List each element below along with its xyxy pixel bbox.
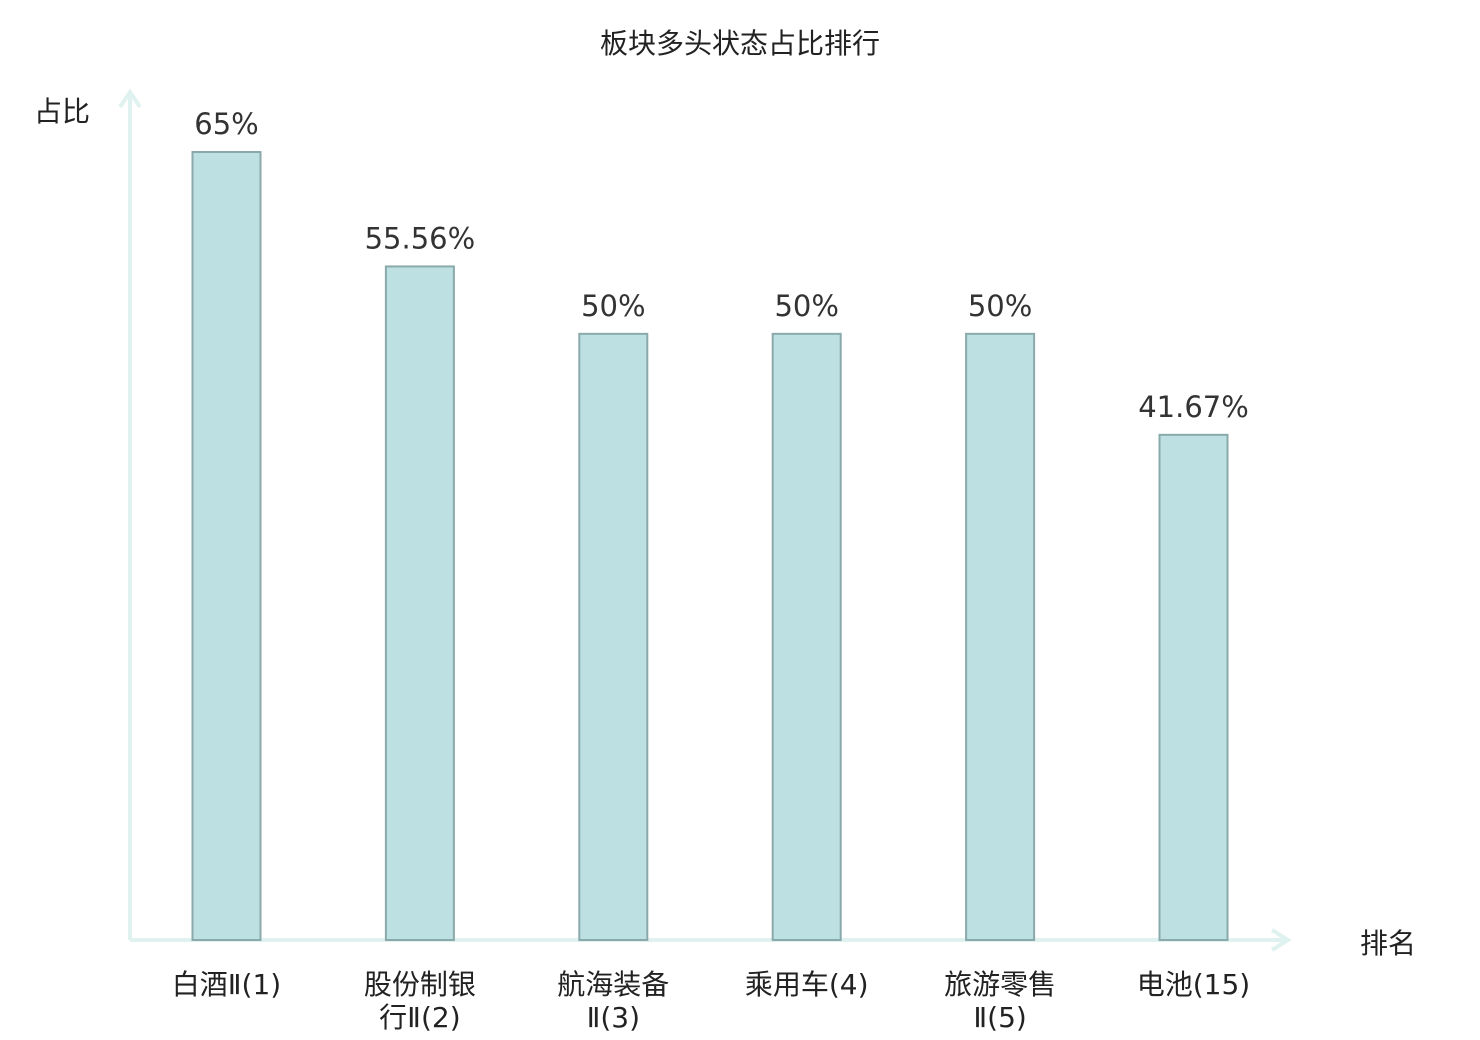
x-axis-arrow xyxy=(1270,928,1292,952)
bar xyxy=(771,332,842,942)
x-tick-label: 电池(15) xyxy=(1137,968,1250,1001)
bar-value-label: 65% xyxy=(194,107,258,141)
x-axis-label: 排名 xyxy=(1360,927,1417,960)
bar-value-label: 50% xyxy=(968,289,1032,323)
y-axis-arrow xyxy=(118,88,142,109)
bar xyxy=(191,151,262,941)
x-tick-label: 旅游零售 xyxy=(944,968,1056,1001)
x-tick-label: 股份制银 xyxy=(364,968,476,1001)
chart-title: 板块多头状态占比排行 xyxy=(599,27,880,60)
bar xyxy=(965,332,1036,942)
bar-value-label: 55.56% xyxy=(365,221,476,255)
x-tick-label: 白酒Ⅱ(1) xyxy=(172,968,281,1001)
bar-value-label: 41.67% xyxy=(1138,390,1249,424)
axes xyxy=(118,88,1292,952)
x-tick-label: 航海装备 xyxy=(557,968,669,1001)
bar xyxy=(1158,433,1229,941)
x-tick-label: Ⅱ(3) xyxy=(587,1001,640,1034)
x-tick-label: 乘用车(4) xyxy=(745,968,869,1001)
y-axis-label: 占比 xyxy=(34,95,91,128)
bar xyxy=(578,332,649,942)
bar-value-label: 50% xyxy=(774,289,838,323)
x-tick-label: 行Ⅱ(2) xyxy=(379,1001,460,1034)
bar xyxy=(384,265,455,941)
bar-value-label: 50% xyxy=(581,289,645,323)
x-tick-label: Ⅱ(5) xyxy=(973,1001,1026,1034)
